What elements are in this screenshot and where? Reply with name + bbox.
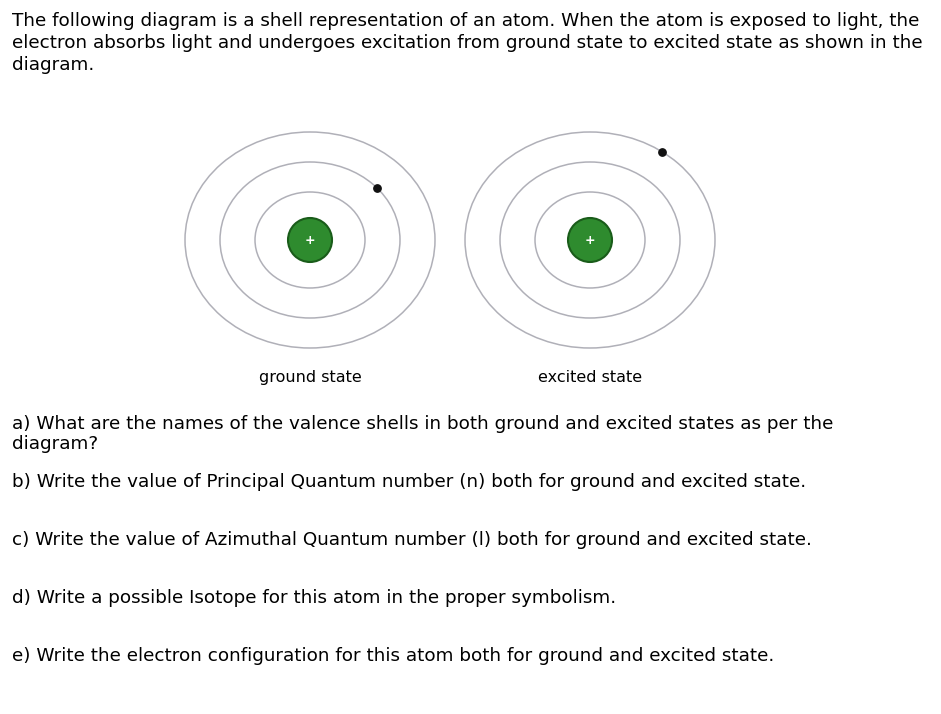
- Text: electron absorbs light and undergoes excitation from ground state to excited sta: electron absorbs light and undergoes exc…: [12, 34, 922, 52]
- Ellipse shape: [568, 218, 612, 262]
- Text: +: +: [584, 233, 596, 246]
- Text: The following diagram is a shell representation of an atom. When the atom is exp: The following diagram is a shell represe…: [12, 12, 919, 30]
- Text: a) What are the names of the valence shells in both ground and excited states as: a) What are the names of the valence she…: [12, 415, 834, 433]
- Text: excited state: excited state: [538, 370, 642, 385]
- Text: e) Write the electron configuration for this atom both for ground and excited st: e) Write the electron configuration for …: [12, 647, 774, 665]
- Text: diagram.: diagram.: [12, 56, 94, 74]
- Text: b) Write the value of Principal Quantum number (n) both for ground and excited s: b) Write the value of Principal Quantum …: [12, 473, 806, 491]
- Point: [370, 182, 385, 193]
- Ellipse shape: [288, 218, 332, 262]
- Text: +: +: [305, 233, 315, 246]
- Text: c) Write the value of Azimuthal Quantum number (l) both for ground and excited s: c) Write the value of Azimuthal Quantum …: [12, 531, 812, 549]
- Text: diagram?: diagram?: [12, 435, 98, 453]
- Text: d) Write a possible Isotope for this atom in the proper symbolism.: d) Write a possible Isotope for this ato…: [12, 589, 616, 607]
- Text: ground state: ground state: [259, 370, 361, 385]
- Point: [654, 146, 669, 157]
